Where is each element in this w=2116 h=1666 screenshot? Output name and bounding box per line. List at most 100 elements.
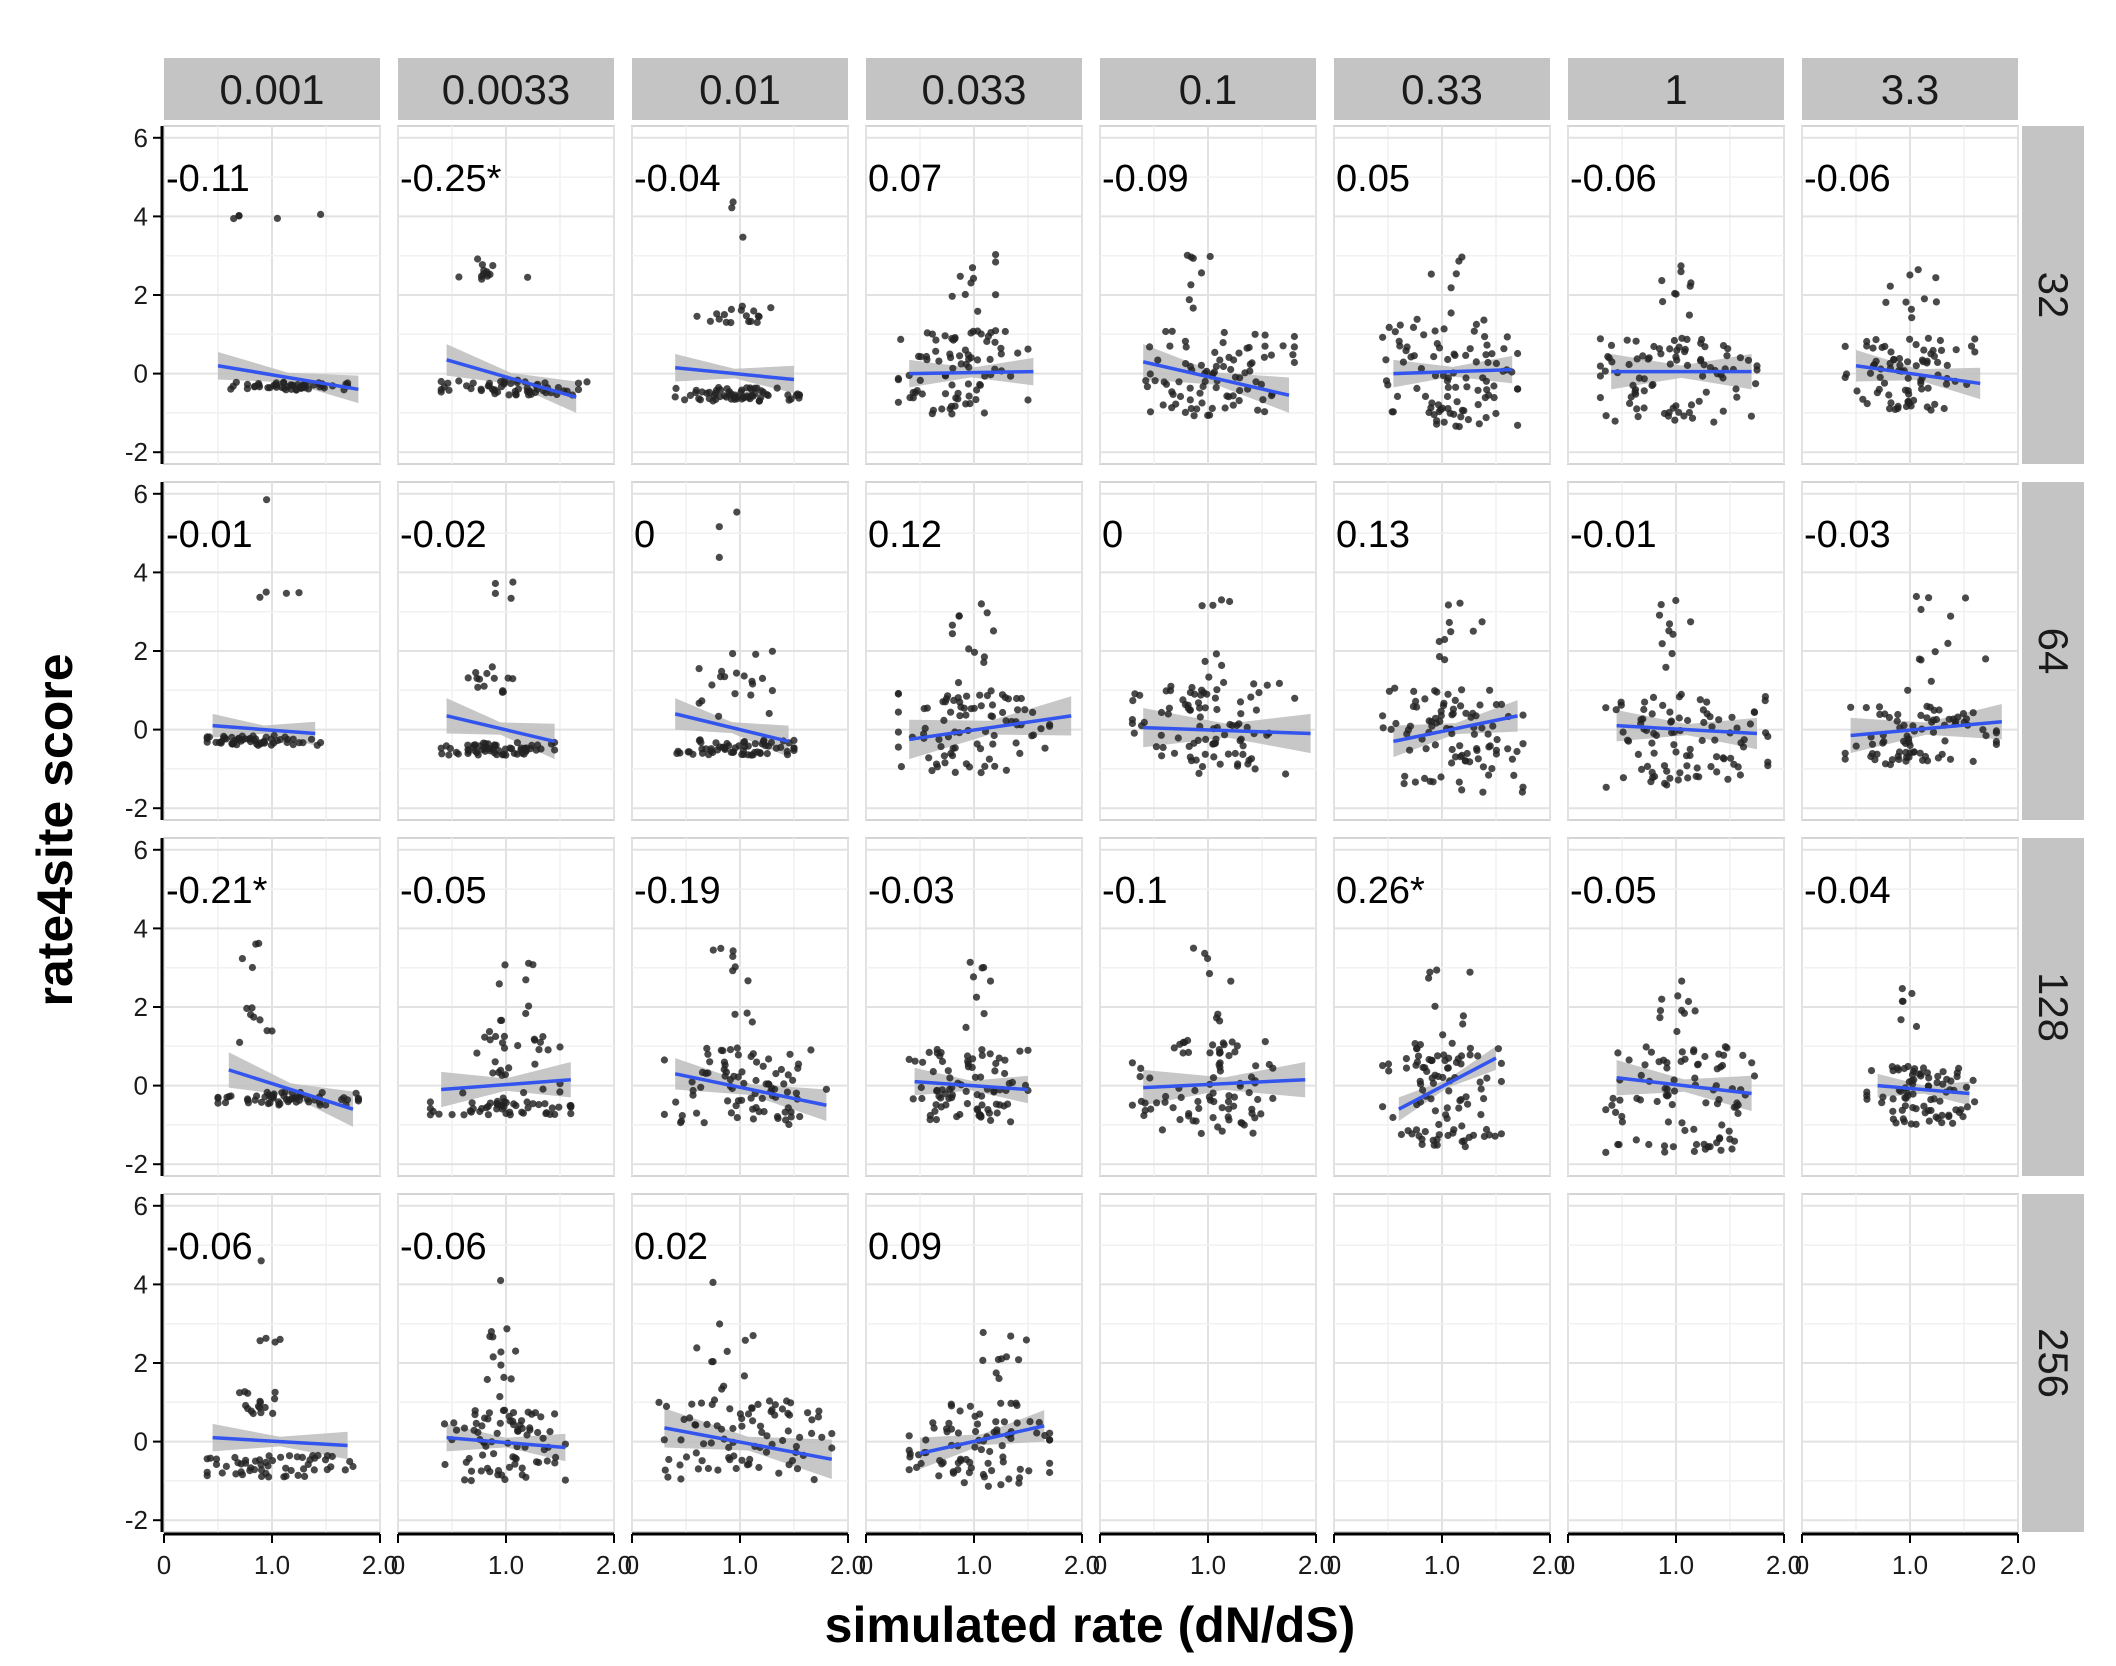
data-point [535, 1101, 543, 1109]
data-point [1179, 1049, 1187, 1057]
data-point [1915, 655, 1923, 663]
data-point [1686, 282, 1694, 290]
data-point [712, 386, 721, 394]
data-point [539, 1033, 547, 1041]
data-point [1483, 386, 1491, 394]
regression-line [212, 1435, 348, 1448]
data-point [977, 1446, 986, 1454]
data-point [693, 1344, 701, 1352]
data-point [1247, 693, 1255, 701]
data-point [933, 1086, 941, 1094]
panel-r2-c1: -0.05 [397, 837, 615, 1177]
x-tick-label: 0 [391, 1550, 405, 1580]
data-point [541, 379, 549, 387]
data-point [1291, 694, 1299, 702]
data-point [686, 391, 695, 399]
data-point [1670, 1087, 1679, 1095]
x-axis-col-3: 0 1.0 2.0 [859, 1532, 1100, 1580]
data-point [1908, 989, 1916, 998]
data-point [1952, 346, 1960, 354]
data-point [688, 1078, 696, 1086]
data-point [1519, 740, 1527, 748]
data-point [497, 378, 505, 386]
data-point [1470, 327, 1478, 335]
data-point [1649, 380, 1657, 389]
data-point [1647, 1048, 1655, 1056]
data-point [474, 255, 482, 263]
data-point [327, 1463, 335, 1471]
data-point [468, 1099, 476, 1107]
data-point [709, 946, 717, 954]
data-point [485, 1028, 494, 1036]
data-point [338, 1096, 346, 1104]
data-point [1691, 1007, 1699, 1015]
data-point [498, 1101, 506, 1109]
data-point [905, 1432, 913, 1440]
panel-r0-c5: 0.05 [1333, 125, 1551, 465]
data-point [500, 1044, 509, 1052]
data-point [1917, 605, 1925, 614]
data-point [1252, 378, 1260, 386]
data-point [1462, 351, 1470, 359]
data-point [1862, 704, 1870, 712]
data-point [1485, 743, 1493, 751]
data-point [731, 1010, 739, 1018]
data-point [1005, 1475, 1013, 1483]
data-point [742, 312, 751, 320]
data-point [316, 383, 324, 391]
data-point [1906, 335, 1914, 343]
data-point [1186, 688, 1194, 697]
data-point [485, 382, 493, 390]
regression-line [914, 1079, 1029, 1092]
data-point [1167, 682, 1175, 690]
data-point [1683, 361, 1692, 369]
data-point [988, 701, 997, 709]
data-point [932, 336, 940, 344]
data-point [474, 683, 482, 691]
data-point [1157, 731, 1165, 739]
data-point [1893, 717, 1901, 725]
data-point [1710, 418, 1718, 426]
panels-layer: -0.11 -0.25* -0.04 0.07 -0.09 0.05 -0.06 -0.06-… [163, 125, 2019, 1533]
data-point [954, 1429, 963, 1437]
x-axis-title: simulated rate (dN/dS) [825, 1597, 1356, 1653]
data-point [1750, 708, 1759, 717]
data-point [1656, 1007, 1665, 1015]
data-point [467, 1477, 475, 1485]
data-point [1961, 594, 1970, 602]
data-point [1016, 749, 1024, 758]
column-strip-4: 0.1 [1100, 58, 1316, 120]
data-point [1675, 408, 1683, 416]
data-point [1619, 774, 1627, 782]
data-point [746, 1455, 754, 1463]
data-point [1886, 282, 1894, 290]
data-point [1901, 386, 1910, 394]
data-point [1427, 1056, 1435, 1065]
data-point [920, 705, 928, 713]
data-point [1417, 365, 1425, 373]
data-point [435, 1110, 443, 1118]
data-point [539, 1434, 547, 1442]
data-point [753, 384, 761, 392]
data-point [992, 251, 1000, 259]
data-point [784, 1104, 792, 1112]
data-point [1137, 1064, 1145, 1072]
data-point [980, 653, 989, 661]
data-point [1204, 411, 1212, 419]
data-point [1483, 1074, 1491, 1082]
data-point [480, 266, 488, 274]
data-point [1221, 731, 1229, 739]
data-point [911, 1057, 919, 1065]
data-point [317, 739, 325, 747]
data-point [1433, 1135, 1441, 1143]
data-point [1143, 383, 1151, 391]
data-point [1024, 1046, 1032, 1054]
data-point [1218, 1127, 1226, 1135]
data-point [1033, 1429, 1041, 1437]
data-point [1012, 739, 1020, 747]
data-point [1213, 1014, 1221, 1022]
regression-line [446, 358, 577, 399]
data-point [1480, 1095, 1488, 1103]
data-point [1035, 1418, 1043, 1427]
data-point [1688, 414, 1697, 422]
